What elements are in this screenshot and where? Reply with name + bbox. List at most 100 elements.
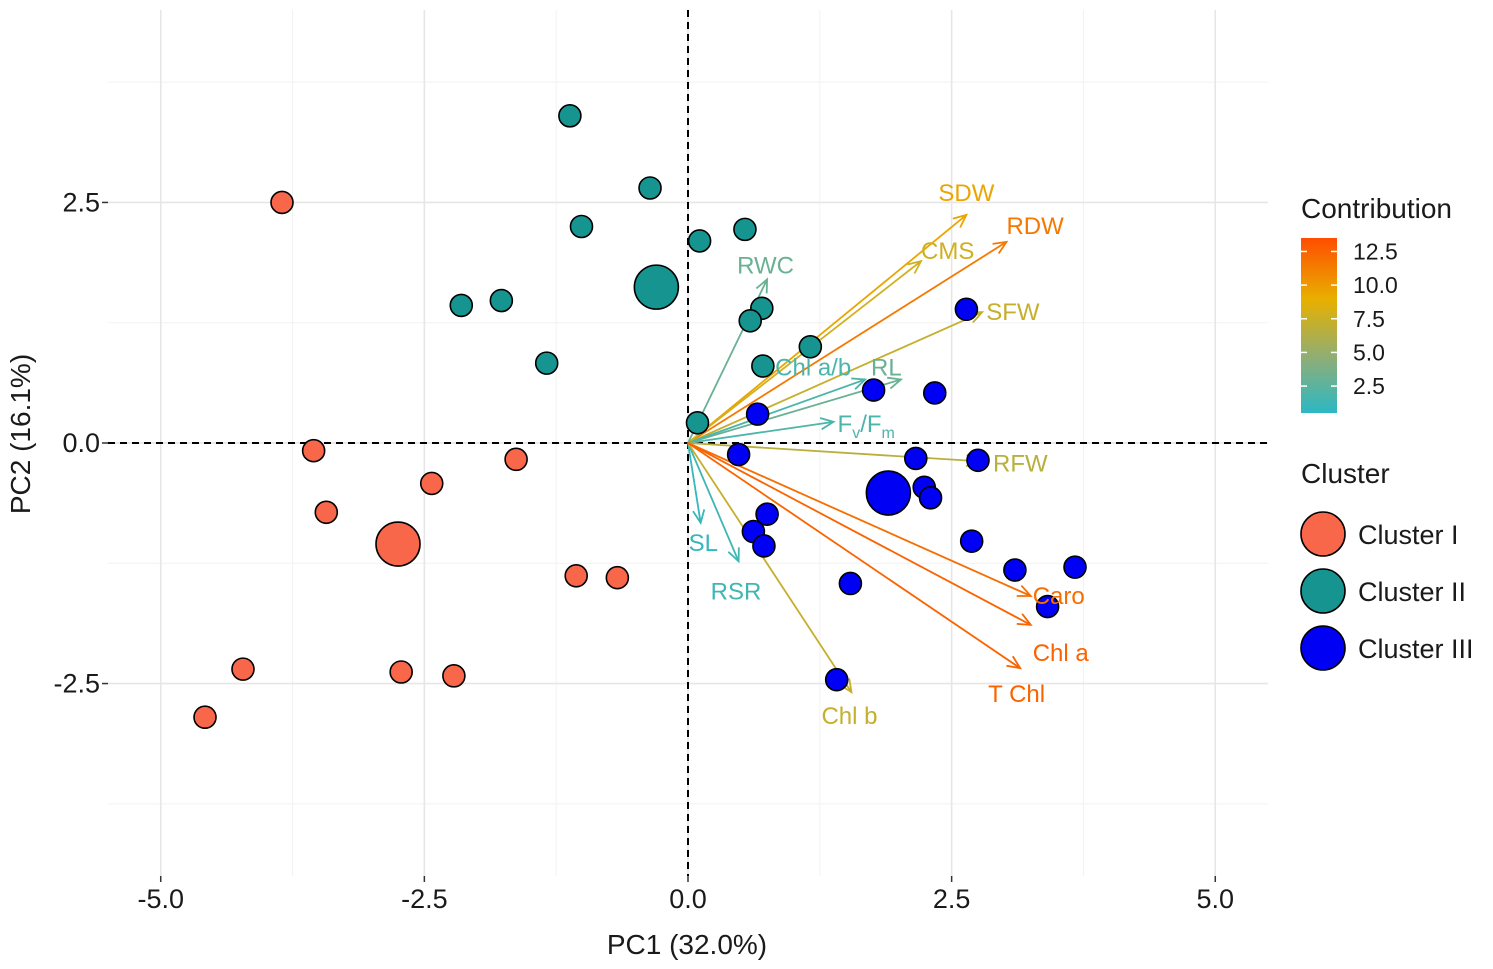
point-cluster-i — [442, 664, 466, 688]
arrow-head — [907, 259, 923, 274]
point-cluster-i — [231, 657, 255, 681]
point-cluster-ii — [738, 308, 763, 333]
loading-label: Chl b — [821, 703, 877, 730]
contribution-colorbar — [1301, 238, 1337, 413]
point-cluster-iii — [865, 470, 912, 516]
loading-label: CMS — [921, 238, 974, 265]
point-cluster-iii — [959, 529, 984, 553]
y-tick-label: -2.5 — [53, 669, 100, 699]
point-cluster-i — [314, 500, 339, 525]
arrow-head — [887, 376, 904, 390]
data-points — [193, 104, 1087, 730]
point-cluster-i — [270, 190, 294, 215]
loading-label: SDW — [938, 180, 994, 207]
loading-arrow-chl-b — [687, 442, 853, 693]
loading-arrow-chl-a-b — [687, 378, 866, 444]
point-cluster-ii — [633, 264, 680, 310]
colorbar-tick-label: 10.0 — [1353, 272, 1398, 298]
loading-arrow-sl — [687, 442, 702, 524]
point-cluster-iii — [1063, 555, 1087, 579]
point-cluster-i — [605, 565, 630, 590]
point-cluster-iii — [1003, 558, 1027, 582]
arrow-head — [819, 417, 836, 431]
y-axis-title: PC2 (16.1%) — [5, 354, 36, 514]
colorbar-ticks: 12.5 10.0 7.5 5.0 2.5 — [1301, 238, 1398, 399]
loading-arrow-t-chl — [687, 442, 1021, 669]
point-cluster-iii — [838, 571, 863, 596]
point-cluster-ii — [569, 214, 594, 239]
point-cluster-iii — [954, 297, 979, 322]
point-cluster-i — [504, 447, 528, 472]
loading-label: RWC — [737, 252, 794, 279]
loading-label: Chl a/b — [775, 354, 851, 381]
point-cluster-iii — [752, 534, 776, 558]
point-cluster-ii — [687, 229, 712, 253]
arrow-head — [692, 509, 706, 526]
point-cluster-iii — [755, 502, 779, 527]
loading-arrow-sfw — [687, 311, 983, 444]
arrow-head — [1016, 584, 1033, 597]
legend-label: Cluster I — [1358, 520, 1459, 550]
legend-key-cluster-i — [1300, 511, 1346, 557]
point-cluster-ii — [751, 354, 775, 378]
cluster-legend-title: Cluster — [1301, 458, 1390, 489]
loading-arrow-sdw — [687, 214, 967, 444]
point-cluster-ii — [733, 217, 757, 242]
x-tick-label: 5.0 — [1196, 884, 1234, 914]
point-cluster-iii — [903, 446, 928, 471]
point-cluster-iii — [918, 486, 943, 510]
axes: -5.0 -2.5 0.0 2.5 5.0 -2.5 0.0 2.5 — [53, 187, 1234, 914]
point-cluster-i — [389, 660, 413, 684]
point-cluster-iii — [966, 448, 990, 473]
point-cluster-ii — [489, 288, 514, 313]
arrow-head — [755, 277, 769, 294]
cluster-legend-entries: Cluster I Cluster II Cluster III — [1300, 511, 1474, 671]
loading-label: RSR — [711, 578, 762, 605]
arrow-head — [851, 377, 868, 390]
point-cluster-ii — [798, 334, 823, 359]
point-cluster-iii — [824, 667, 849, 692]
legend-key-cluster-iii — [1300, 625, 1346, 671]
loading-label: SFW — [986, 299, 1040, 326]
loading-label: Caro — [1033, 583, 1085, 610]
loading-arrow-rdw — [687, 241, 1007, 444]
point-cluster-i — [193, 705, 217, 730]
arrow-head — [1016, 613, 1033, 626]
legend-label: Cluster II — [1358, 577, 1466, 607]
point-cluster-ii — [449, 293, 474, 318]
point-cluster-i — [375, 521, 421, 567]
loading-labels: SDW RDW CMS SFW RWC RL Chl a/b Fv/Fm RFW SL RSR Chl… — [689, 180, 1090, 730]
x-axis-title: PC1 (32.0%) — [607, 929, 767, 960]
point-cluster-ii — [534, 351, 559, 375]
legend-key-cluster-ii — [1300, 568, 1346, 614]
arrow-head — [992, 240, 1009, 255]
loading-arrow-rsr — [687, 442, 740, 562]
point-cluster-ii — [558, 104, 582, 128]
point-cluster-iii — [861, 378, 886, 402]
loading-label: T Chl — [988, 681, 1045, 708]
contribution-legend-title: Contribution — [1301, 193, 1452, 224]
x-tick-label: 0.0 — [669, 884, 707, 914]
y-tick-label: 2.5 — [62, 187, 100, 217]
arrow-head — [1006, 655, 1023, 670]
point-cluster-i — [564, 563, 589, 588]
loading-arrow-chl-a — [687, 442, 1032, 626]
colorbar-tick-label: 5.0 — [1353, 339, 1385, 365]
arrow-head — [952, 213, 969, 228]
loading-label: Fv/Fm — [838, 411, 895, 442]
loading-arrow-caro — [687, 442, 1032, 597]
loading-label: RL — [871, 354, 902, 381]
point-cluster-iii — [726, 442, 751, 467]
colorbar-tick-label: 7.5 — [1353, 306, 1385, 332]
point-cluster-iii — [1035, 594, 1060, 619]
colorbar-tick-label: 2.5 — [1353, 373, 1385, 399]
loading-label: SL — [689, 530, 718, 557]
point-cluster-i — [419, 471, 444, 496]
loading-label: Chl a — [1033, 640, 1090, 667]
x-tick-label: -5.0 — [137, 884, 184, 914]
point-cluster-ii — [685, 410, 710, 435]
loading-arrow-fv-fm — [687, 420, 834, 444]
loading-label: RFW — [993, 450, 1048, 477]
loading-label: RDW — [1006, 213, 1064, 240]
point-cluster-ii — [638, 176, 662, 200]
